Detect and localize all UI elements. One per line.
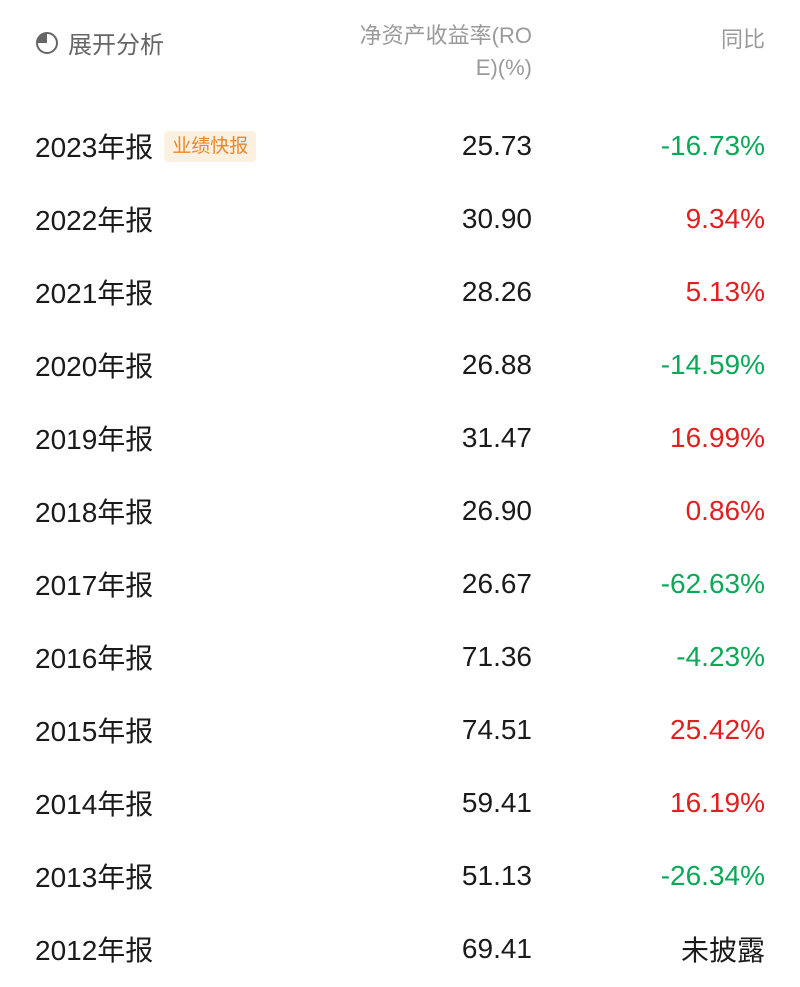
table-row[interactable]: 2017年报 26.67 -62.63% [35, 548, 765, 621]
roe-value: 31.47 [461, 422, 532, 454]
year-cell: 2014年报 [35, 783, 275, 823]
expand-analysis-button[interactable]: 展开分析 [35, 20, 275, 60]
roe-value: 71.36 [461, 641, 532, 673]
year-label: 2015年报 [35, 716, 154, 748]
year-cell: 2015年报 [35, 710, 275, 750]
year-label: 2019年报 [35, 424, 154, 456]
yoy-value: -14.59% [660, 349, 765, 381]
table-row[interactable]: 2020年报 26.88 -14.59% [35, 329, 765, 402]
year-cell: 2013年报 [35, 856, 275, 896]
yoy-value: 25.42% [670, 714, 765, 746]
table-row[interactable]: 2018年报 26.90 0.86% [35, 475, 765, 548]
roe-value: 51.13 [461, 860, 532, 892]
year-cell: 2017年报 [35, 564, 275, 604]
roe-value: 28.26 [461, 276, 532, 308]
expand-analysis-label: 展开分析 [68, 32, 164, 59]
earnings-flash-badge: 业绩快报 [164, 130, 257, 162]
year-label: 2016年报 [35, 643, 154, 675]
roe-value: 26.88 [461, 349, 532, 381]
yoy-value: -26.34% [660, 860, 765, 892]
year-cell: 2023年报 业绩快报 [35, 126, 275, 166]
yoy-value: 0.86% [685, 495, 765, 527]
yoy-value: 16.99% [670, 422, 765, 454]
table-row[interactable]: 2013年报 51.13 -26.34% [35, 840, 765, 913]
year-cell: 2018年报 [35, 491, 275, 531]
roe-value: 59.41 [461, 787, 532, 819]
year-label: 2023年报 [35, 132, 154, 164]
table-header: 展开分析 净资产收益率(RO E)(%) 同比 [35, 20, 765, 84]
yoy-value: 9.34% [685, 203, 765, 235]
table-row[interactable]: 2019年报 31.47 16.99% [35, 402, 765, 475]
column-header-roe: 净资产收益率(RO E)(%) [359, 23, 532, 80]
roe-value: 30.90 [461, 203, 532, 235]
yoy-value: 16.19% [670, 787, 765, 819]
yoy-value: -4.23% [676, 641, 765, 673]
table-row[interactable]: 2016年报 71.36 -4.23% [35, 621, 765, 694]
table-row[interactable]: 2023年报 业绩快报 25.73 -16.73% [35, 110, 765, 183]
year-label: 2014年报 [35, 789, 154, 821]
year-label: 2012年报 [35, 935, 154, 967]
year-cell: 2019年报 [35, 418, 275, 458]
column-header-yoy: 同比 [720, 27, 765, 52]
yoy-value: 5.13% [685, 276, 765, 308]
table-row[interactable]: 2014年报 59.41 16.19% [35, 767, 765, 840]
roe-value: 25.73 [461, 130, 532, 162]
year-cell: 2012年报 [35, 929, 275, 969]
year-label: 2013年报 [35, 862, 154, 894]
yoy-value: -16.73% [660, 130, 765, 162]
year-label: 2020年报 [35, 351, 154, 383]
yoy-value: 未披露 [680, 935, 765, 967]
year-label: 2021年报 [35, 278, 154, 310]
table-row[interactable]: 2021年报 28.26 5.13% [35, 256, 765, 329]
year-label: 2022年报 [35, 205, 154, 237]
pie-chart-icon [36, 31, 58, 54]
yoy-value: -62.63% [660, 568, 765, 600]
table-row[interactable]: 2022年报 30.90 9.34% [35, 183, 765, 256]
roe-value: 26.67 [461, 568, 532, 600]
table-row[interactable]: 2012年报 69.41 未披露 [35, 913, 765, 986]
year-cell: 2020年报 [35, 345, 275, 385]
roe-value: 26.90 [461, 495, 532, 527]
year-cell: 2022年报 [35, 199, 275, 239]
year-label: 2018年报 [35, 497, 154, 529]
year-cell: 2016年报 [35, 637, 275, 677]
table-row[interactable]: 2015年报 74.51 25.42% [35, 694, 765, 767]
year-cell: 2021年报 [35, 272, 275, 312]
roe-value: 74.51 [461, 714, 532, 746]
roe-value: 69.41 [461, 933, 532, 965]
year-label: 2017年报 [35, 570, 154, 602]
